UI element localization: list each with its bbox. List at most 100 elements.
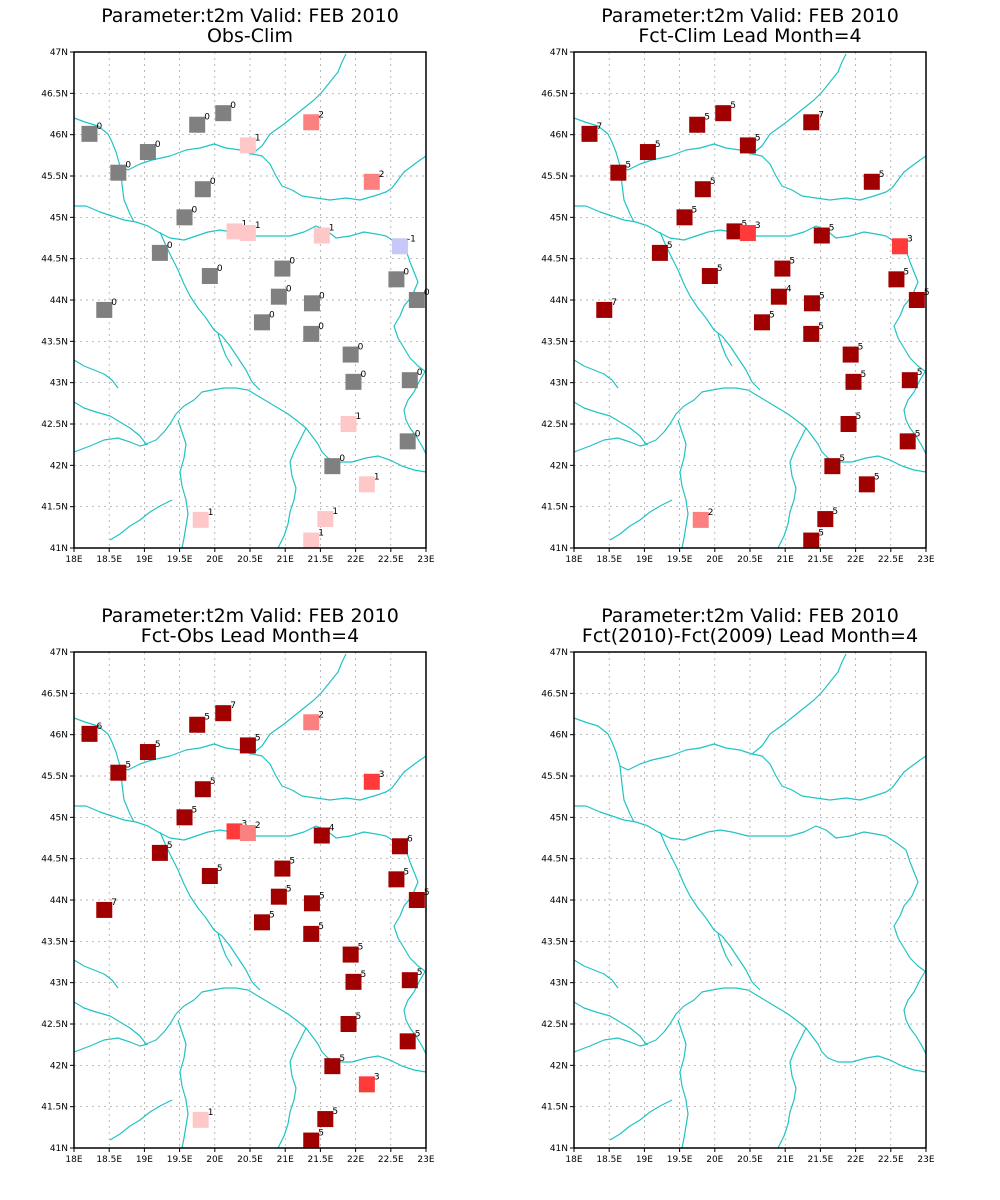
station-value-label: 0 <box>230 101 236 111</box>
station-value-label: 5 <box>655 140 661 150</box>
tick-label-lat: 45N <box>550 813 568 823</box>
station-marker <box>324 458 341 475</box>
station-marker <box>342 346 359 363</box>
tick-label-lat: 46N <box>550 131 568 141</box>
station-marker <box>689 116 706 133</box>
station-value-label: 5 <box>832 507 838 517</box>
panel-subtitle: Obs-Clim <box>207 25 293 47</box>
map-panel-fct-obs: Parameter:t2m Valid: FEB 2010 Fct-Obs Le… <box>0 600 500 1200</box>
country-border <box>277 1027 307 1149</box>
station-value-label: 0 <box>269 310 275 320</box>
station-marker <box>270 288 287 305</box>
station-value-label: 0 <box>155 140 161 150</box>
station-value-label: 5 <box>915 429 921 439</box>
tick-label-lon: 21.5E <box>808 1155 834 1165</box>
station-marker <box>110 764 127 781</box>
station-marker <box>96 301 113 318</box>
tick-label-lat: 44.5N <box>41 855 68 865</box>
station-marker <box>817 511 834 528</box>
country-border <box>659 831 761 991</box>
tick-label-lat: 46.5N <box>41 689 68 699</box>
station-value-label: 5 <box>860 370 866 380</box>
tick-label-lat: 46N <box>50 131 68 141</box>
station-marker <box>303 895 320 912</box>
tick-label-lat: 43N <box>50 979 68 989</box>
station-marker <box>899 433 916 450</box>
country-border <box>777 427 807 549</box>
tick-label-lat: 43.5N <box>41 937 68 947</box>
country-border <box>391 155 427 189</box>
station-value-label: 0 <box>403 267 409 277</box>
country-border <box>751 53 847 155</box>
country-border <box>573 359 619 389</box>
country-border <box>73 1001 147 1045</box>
station-value-label: 0 <box>339 454 345 464</box>
station-marker <box>81 125 98 142</box>
tick-label-lat: 43N <box>550 379 568 389</box>
station-marker <box>274 860 291 877</box>
tick-label-lon: 20E <box>706 1155 723 1165</box>
station-marker <box>345 973 362 990</box>
country-border <box>391 755 427 789</box>
tick-label-lat: 43N <box>50 379 68 389</box>
station-marker <box>363 773 380 790</box>
country-border <box>109 1099 173 1141</box>
tick-label-lon: 19E <box>136 555 153 565</box>
station-marker <box>342 946 359 963</box>
country-border <box>145 387 249 445</box>
station-marker <box>774 260 791 277</box>
station-marker <box>176 809 193 826</box>
station-value-label: 0 <box>318 322 324 332</box>
country-border <box>751 653 847 755</box>
station-marker <box>770 288 787 305</box>
tick-label-lat: 42N <box>50 461 68 471</box>
station-marker <box>239 825 256 842</box>
tick-label-lon: 19E <box>136 1155 153 1165</box>
tick-label-lon: 20.5E <box>237 555 263 565</box>
station-value-label: 0 <box>210 177 216 187</box>
station-marker <box>610 164 627 181</box>
station-value-label: 7 <box>111 898 117 908</box>
station-marker <box>215 105 232 122</box>
station-marker <box>399 1033 416 1050</box>
station-value-label: 5 <box>742 219 748 229</box>
tick-label-lon: 18.5E <box>96 1155 122 1165</box>
station-value-label: 1 <box>374 472 380 482</box>
station-value-label: 5 <box>789 257 795 267</box>
tick-label-lon: 18.5E <box>96 555 122 565</box>
country-border <box>277 427 307 549</box>
station-value-label: 0 <box>217 264 223 274</box>
station-marker <box>194 181 211 198</box>
tick-label-lat: 46N <box>550 731 568 741</box>
tick-label-lon: 23E <box>417 555 434 565</box>
station-marker <box>739 225 756 242</box>
station-value-label: 5 <box>358 943 364 953</box>
country-border <box>365 455 427 473</box>
station-value-label: 5 <box>167 841 173 851</box>
country-border <box>573 1001 647 1045</box>
tick-label-lat: 43.5N <box>541 937 568 947</box>
station-marker <box>858 476 875 493</box>
tick-label-lon: 22E <box>847 555 864 565</box>
tick-label-lat: 42.5N <box>541 420 568 430</box>
station-value-label: 5 <box>769 310 775 320</box>
station-marker <box>908 292 925 308</box>
tick-label-lat: 41N <box>550 544 568 554</box>
country-border <box>573 437 649 453</box>
station-value-label: 0 <box>286 285 292 295</box>
station-value-label: 0 <box>289 257 295 267</box>
map-panel-fct-clim: Parameter:t2m Valid: FEB 2010 Fct-Clim L… <box>500 0 1000 600</box>
tick-label-lat: 45N <box>50 213 68 223</box>
station-marker <box>324 1058 341 1075</box>
country-border <box>73 359 119 389</box>
tick-label-lon: 21.5E <box>808 555 834 565</box>
tick-label-lat: 41.5N <box>541 503 568 513</box>
station-value-label: 1 <box>208 1108 214 1118</box>
station-value-label: 5 <box>692 205 698 215</box>
tick-label-lon: 19.5E <box>667 555 693 565</box>
station-marker <box>274 260 291 277</box>
tick-label-lat: 46.5N <box>541 689 568 699</box>
country-border <box>73 401 147 445</box>
tick-label-lat: 44.5N <box>541 855 568 865</box>
